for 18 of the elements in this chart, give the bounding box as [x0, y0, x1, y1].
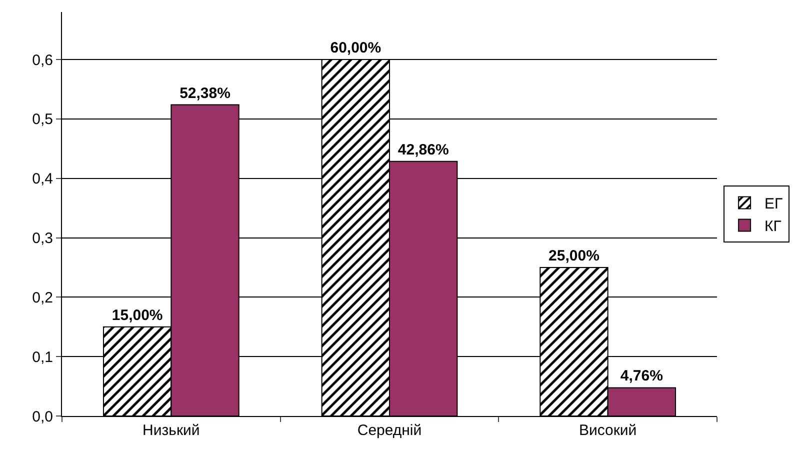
y-tick-label: 0,3 — [32, 230, 53, 248]
data-label: 52,38% — [180, 84, 230, 102]
text: ЕГ — [764, 196, 783, 213]
y-tick-label: 0,4 — [32, 170, 53, 188]
data-label: 15,00% — [112, 306, 163, 324]
x-tick-label: Високий — [578, 422, 637, 439]
y-tick-label: 0,1 — [32, 348, 53, 366]
legend-label: КГ — [764, 218, 782, 236]
data-label: 60,00% — [330, 40, 382, 57]
y-tick-label: 0,2 — [32, 289, 53, 306]
data-label: 25,00% — [548, 247, 600, 264]
y-tick-label: 0,5 — [32, 111, 53, 128]
y-tick-label: 0,6 — [32, 52, 53, 69]
x-tick-label: Середній — [357, 422, 422, 439]
y-tick-label: 0,0 — [32, 408, 53, 426]
data-label: 4,76% — [620, 368, 663, 385]
data-label: 42,86% — [398, 141, 449, 158]
x-tick-label: Низький — [142, 422, 200, 439]
